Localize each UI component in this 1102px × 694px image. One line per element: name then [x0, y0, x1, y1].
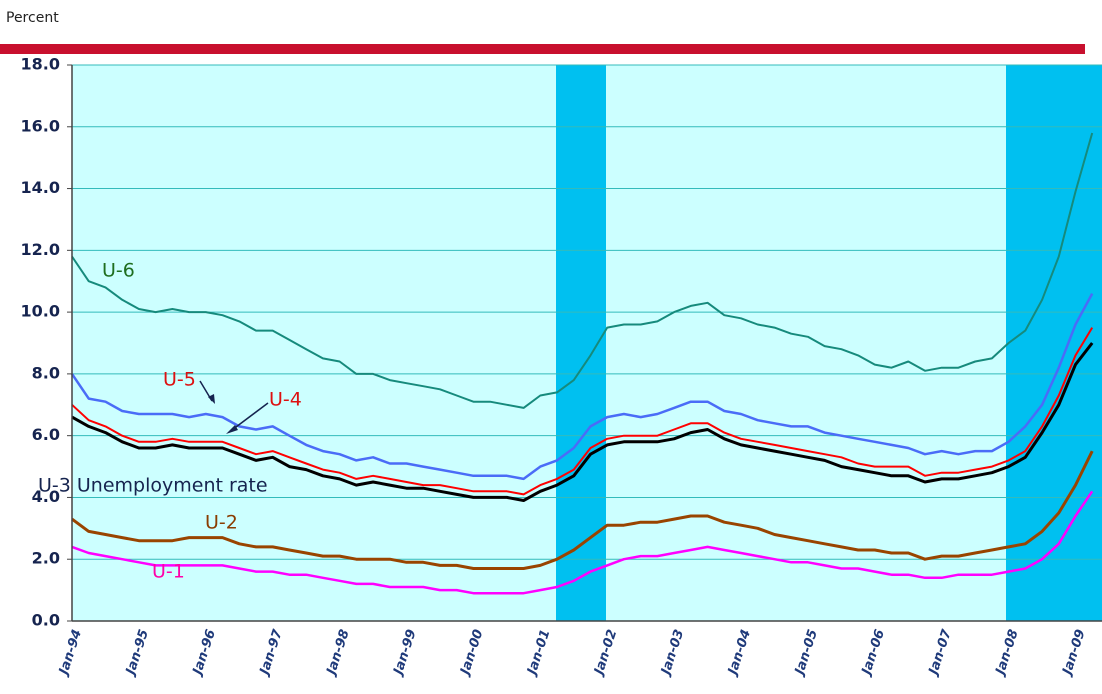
y-tick-label: 14.0	[21, 178, 60, 197]
y-tick-label: 8.0	[32, 363, 60, 382]
series-label: U-2	[205, 512, 238, 534]
y-tick-label: 16.0	[21, 116, 60, 135]
x-tick-label: Jan-99	[390, 628, 420, 680]
series-line	[70, 293, 1094, 481]
series-line	[71, 327, 1094, 496]
x-tick-label: Jan-02	[591, 628, 621, 680]
y-tick-label: 10.0	[21, 302, 60, 321]
y-tick-label: 18.0	[21, 55, 60, 74]
series-label: U-3 Unemployment rate	[38, 475, 268, 497]
x-tick-label: Jan-05	[792, 628, 822, 680]
y-tick-label: 6.0	[32, 425, 60, 444]
y-tick-label: 12.0	[21, 240, 60, 259]
x-tick-label: Jan-06	[858, 628, 888, 680]
y-axis-label: Percent	[6, 10, 59, 26]
x-tick-label: Jan-96	[189, 628, 219, 680]
series-label: U-1	[152, 561, 185, 583]
x-tick-label: Jan-08	[992, 628, 1022, 680]
x-tick-label: Jan-04	[725, 628, 755, 680]
x-tick-label: Jan-09	[1059, 628, 1089, 680]
x-tick-label: Jan-07	[925, 627, 955, 679]
annotation-arrowhead	[208, 394, 215, 404]
series-label: U-6	[102, 260, 135, 282]
annotation-arrow	[231, 402, 269, 431]
series-line	[71, 132, 1094, 409]
series-label: U-5	[163, 369, 196, 391]
y-tick-label: 0.0	[32, 611, 60, 630]
annotation-arrowhead	[226, 425, 238, 434]
series-line	[71, 450, 1094, 570]
x-tick-label: Jan-01	[524, 628, 554, 680]
series-line	[71, 342, 1094, 502]
x-tick-label: Jan-00	[457, 628, 487, 680]
y-tick-label: 4.0	[32, 487, 60, 506]
x-tick-label: Jan-03	[658, 628, 688, 680]
x-tick-label: Jan-95	[123, 628, 153, 680]
x-tick-label: Jan-94	[56, 628, 86, 680]
header-bar	[0, 44, 1085, 54]
x-tick-label: Jan-97	[256, 627, 286, 679]
series-line	[71, 490, 1094, 595]
x-tick-label: Jan-98	[323, 628, 353, 680]
series-label: U-4	[269, 389, 302, 411]
y-tick-label: 2.0	[32, 549, 60, 568]
